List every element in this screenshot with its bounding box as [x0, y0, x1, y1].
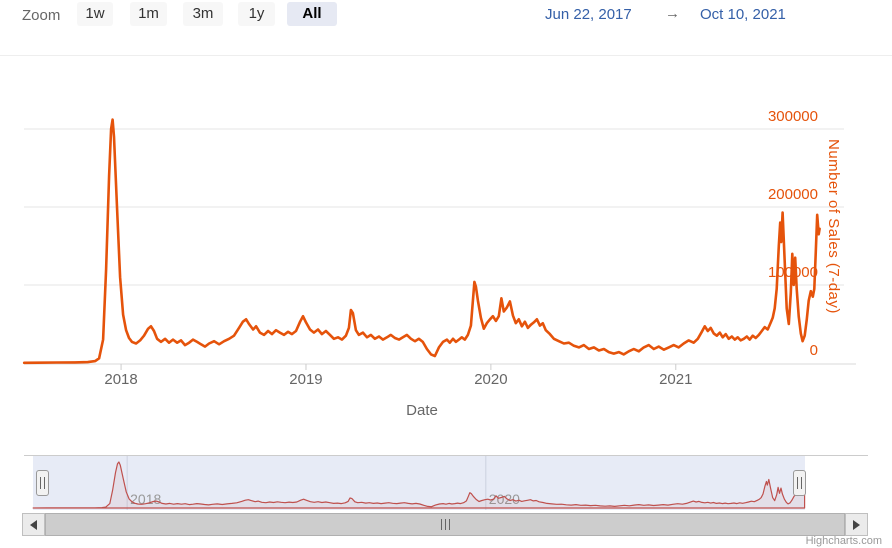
- range-button-all[interactable]: All: [287, 2, 337, 26]
- zoom-label: Zoom: [22, 7, 61, 24]
- range-input-to[interactable]: Oct 10, 2021: [700, 6, 786, 23]
- main-plot-area[interactable]: [24, 65, 820, 365]
- scrollbar-right-button[interactable]: [845, 513, 868, 536]
- handle-grip-icon: [44, 477, 45, 489]
- scrollbar-grip-icon: [440, 519, 442, 530]
- range-button-1y[interactable]: 1y: [238, 2, 275, 26]
- toolbar-divider: [0, 55, 892, 56]
- range-button-1w[interactable]: 1w: [77, 2, 113, 26]
- highcharts-credit[interactable]: Highcharts.com: [805, 535, 882, 547]
- left-arrow-icon: [30, 519, 37, 530]
- navigator-right-handle[interactable]: [793, 470, 806, 496]
- y-axis-title: Number of Sales (7-day): [825, 138, 842, 314]
- right-arrow-icon: [853, 519, 860, 530]
- scrollbar-left-button[interactable]: [22, 513, 45, 536]
- navigator-left-handle[interactable]: [36, 470, 49, 496]
- scrollbar-grip-icon: [444, 519, 446, 530]
- navigator-mask[interactable]: [33, 456, 805, 510]
- x-axis-title: Date: [406, 402, 438, 419]
- arrow-right-icon: →: [665, 5, 680, 22]
- range-button-3m[interactable]: 3m: [183, 2, 223, 26]
- range-button-1m[interactable]: 1m: [130, 2, 167, 26]
- x-axis-label: 2020: [474, 371, 508, 388]
- handle-grip-icon: [40, 477, 41, 489]
- scrollbar-thumb[interactable]: [45, 513, 845, 536]
- handle-grip-icon: [801, 477, 802, 489]
- handle-grip-icon: [797, 477, 798, 489]
- x-axis-label: 2018: [104, 371, 138, 388]
- x-axis-label: 2021: [659, 371, 693, 388]
- range-input-from[interactable]: Jun 22, 2017: [545, 6, 632, 23]
- scrollbar-grip-icon: [448, 519, 450, 530]
- x-axis-label: 2019: [289, 371, 323, 388]
